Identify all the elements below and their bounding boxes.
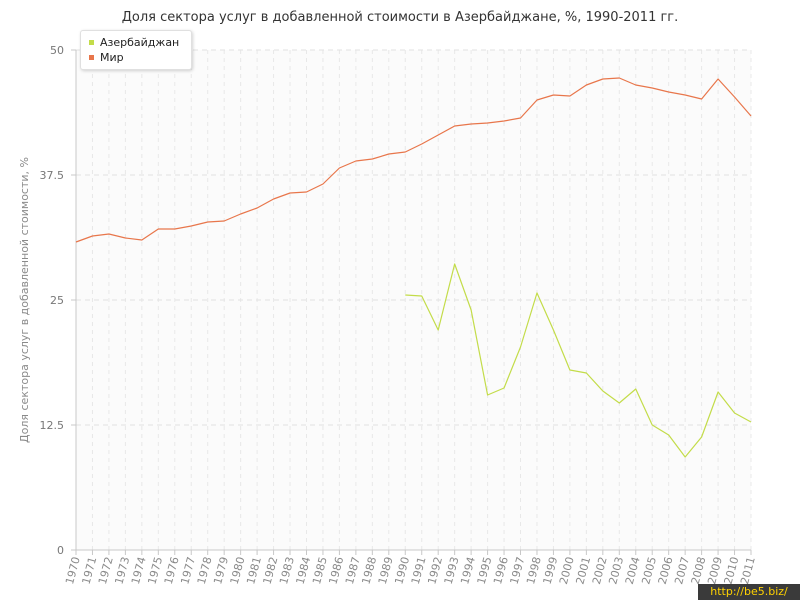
watermark-link[interactable]: http://be5.biz/	[698, 584, 800, 600]
series-line-world[interactable]	[75, 77, 752, 243]
y-tick-label: 37.5	[40, 169, 65, 182]
legend-swatch-azerbaijan	[89, 39, 94, 45]
y-tick-label: 25	[50, 294, 64, 307]
legend-swatch-world	[89, 54, 94, 60]
legend-item-world[interactable]: Мир	[89, 51, 124, 65]
y-tick-label: 50	[50, 44, 64, 57]
series-line-azerbaijan[interactable]	[405, 263, 752, 458]
legend-label-azerbaijan: Азербайджан	[100, 36, 180, 49]
y-tick-label: 0	[57, 544, 64, 557]
y-axis-label: Доля сектора услуг в добавленной стоимос…	[18, 157, 31, 443]
grid	[76, 49, 752, 550]
legend-label-world: Мир	[100, 51, 124, 64]
legend-item-azerbaijan[interactable]: Азербайджан	[89, 36, 179, 50]
y-tick-label: 12.5	[40, 419, 65, 432]
chart-title: Доля сектора услуг в добавленной стоимос…	[121, 10, 679, 25]
legend: Азербайджан Мир	[80, 30, 192, 70]
axes	[71, 49, 752, 555]
series-lines	[75, 77, 752, 458]
